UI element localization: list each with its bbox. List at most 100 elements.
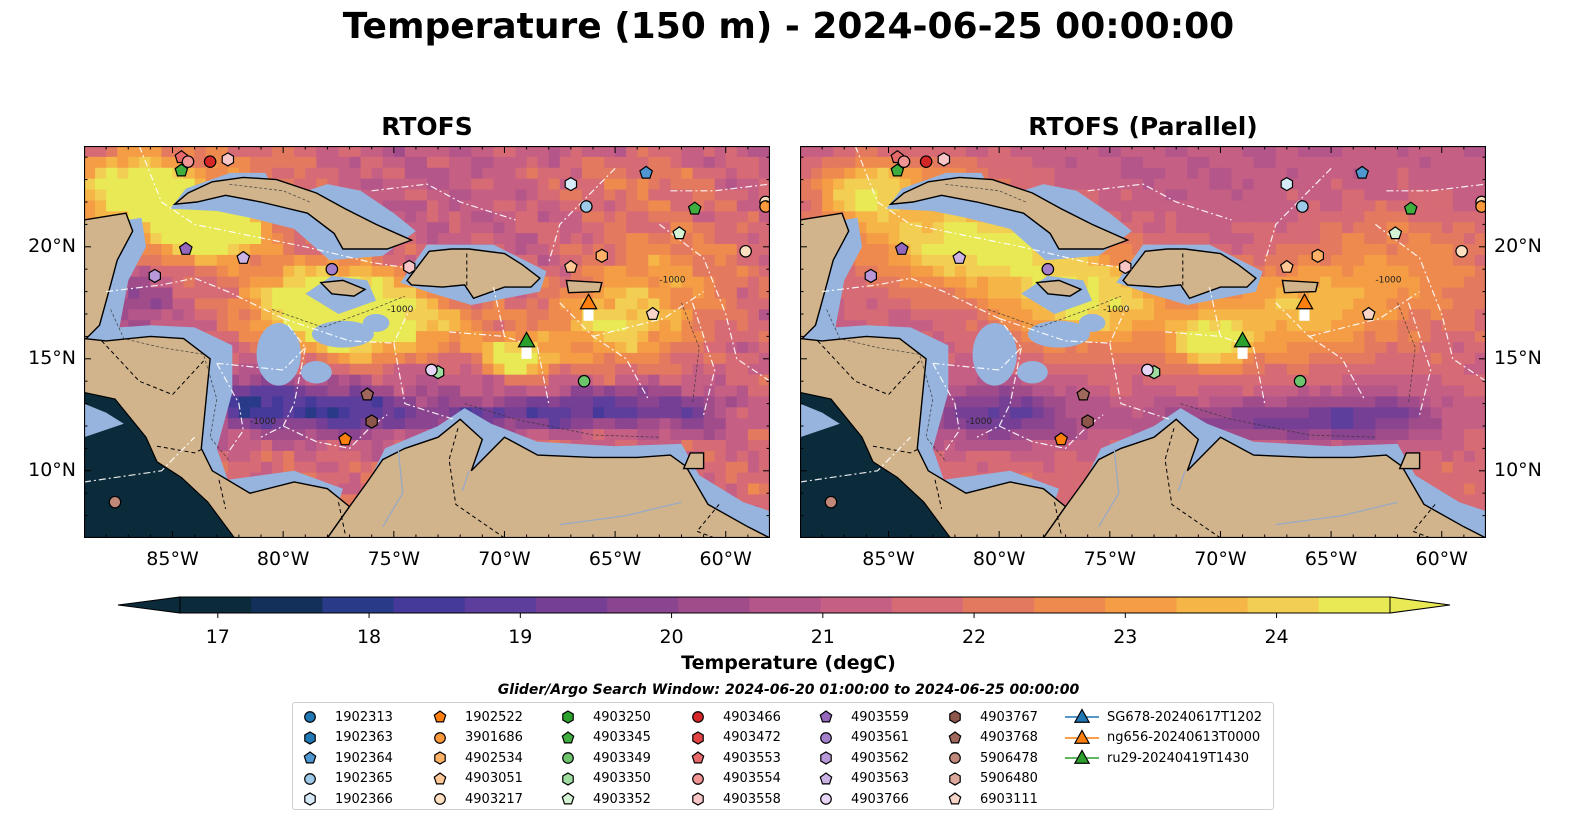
- hexagon-marker-icon: [949, 772, 961, 786]
- legend-item: 4903345: [551, 728, 651, 749]
- isobath-label: -1000: [387, 305, 413, 315]
- float-4903768-marker: [1076, 387, 1091, 401]
- legend-item: 1902366: [293, 789, 393, 810]
- right-lon-label: 80°W: [972, 548, 1026, 570]
- colorbar-tick-label: 18: [356, 626, 382, 648]
- colorbar-tick-label: 19: [508, 626, 533, 648]
- legend-item: 4903559: [809, 707, 909, 728]
- float-5906478-marker: [108, 495, 122, 509]
- country-borders: [817, 253, 1436, 538]
- legend-label: 4903466: [723, 709, 781, 725]
- legend-label: 4903553: [723, 750, 781, 766]
- country-borders: [101, 253, 720, 538]
- hexagon-marker-icon: [692, 792, 704, 806]
- float-4903562-marker: [864, 268, 878, 284]
- legend-label: 4903562: [851, 750, 909, 766]
- eez-boundaries: [84, 146, 770, 483]
- float-4903554-marker: [897, 155, 911, 169]
- legend-item: 4903558: [681, 789, 781, 810]
- hexagon-marker-icon: [562, 772, 574, 786]
- legend-label: 4903561: [851, 730, 909, 746]
- colorbar-extend-min: [117, 596, 181, 614]
- land-jamaica: [319, 279, 367, 297]
- float-1902365-marker: [1296, 200, 1309, 213]
- pentagon-marker-icon: [691, 751, 705, 764]
- eez-boundaries: [800, 146, 1486, 483]
- legend-label: 4903768: [980, 730, 1038, 746]
- isobaths: [826, 183, 1416, 463]
- legend-item: 4903767: [938, 707, 1038, 728]
- legend-item: ng656-20240613T0000: [1065, 728, 1262, 749]
- legend-swatch: [692, 731, 704, 745]
- colorbar-segment: [678, 597, 750, 613]
- colorbar-tick-label: 22: [961, 626, 987, 648]
- circle-marker-icon: [562, 752, 574, 765]
- legend-swatch: [1073, 729, 1091, 744]
- rivers: [1098, 448, 1398, 528]
- legend-column: 1902522 3901686 4902534 4903051 4903217: [423, 707, 523, 810]
- legend-item: 4903562: [809, 748, 909, 769]
- float-4903563-marker: [236, 250, 251, 264]
- legend-swatch: [948, 792, 962, 805]
- legend-swatch: [303, 751, 317, 764]
- legend-swatch: [562, 710, 574, 724]
- circle-marker-icon: [304, 772, 316, 785]
- map-frame: [800, 146, 1486, 538]
- legend: 1902313 1902363 1902364 1902365 1902366 19025…: [292, 702, 1274, 810]
- float-3901686-marker: [1475, 200, 1486, 213]
- colorbar-segment: [962, 597, 1035, 613]
- hexagon-marker-icon: [949, 710, 961, 724]
- legend-item: 4903561: [809, 728, 909, 749]
- land-trinidad: [682, 452, 705, 470]
- colorbar-segment: [891, 597, 964, 613]
- circle-marker-icon: [434, 793, 446, 806]
- float-4903558-marker: [937, 152, 951, 167]
- legend-swatch: [304, 711, 316, 724]
- right-lat-label: 20°N: [1494, 234, 1542, 257]
- colorbar-segment: [464, 597, 537, 613]
- left-lon-label: 70°W: [478, 548, 531, 570]
- legend-swatch: [434, 793, 446, 806]
- legend-item: 4903554: [681, 769, 781, 790]
- legend-swatch: [949, 710, 961, 724]
- float-4903349-marker: [577, 374, 591, 388]
- legend-swatch: [562, 772, 574, 786]
- argo-floats: [824, 149, 1486, 509]
- float-4903561-marker: [325, 262, 339, 276]
- legend-label: 4902534: [465, 750, 523, 766]
- pentagon-marker-icon: [948, 792, 962, 805]
- float-4903562-marker: [148, 268, 162, 284]
- legend-column: 4903767 4903768 5906478 5906480 6903111: [938, 707, 1038, 810]
- land-hispaniola: [406, 248, 541, 300]
- legend-label: 1902522: [465, 709, 523, 725]
- float-1902364-marker: [639, 165, 654, 179]
- legend-swatch: [434, 751, 446, 765]
- legend-item: 1902365: [293, 769, 393, 790]
- legend-item: 1902364: [293, 748, 393, 769]
- pentagon-marker-icon: [561, 731, 575, 744]
- land-trinidad: [1398, 452, 1421, 470]
- legend-label: 4903559: [851, 709, 909, 725]
- pentagon-marker-icon: [819, 772, 833, 785]
- legend-item: ru29-20240419T1430: [1065, 748, 1262, 769]
- colorbar-segment: [251, 597, 323, 613]
- float-4902534-marker: [1311, 248, 1325, 263]
- colorbar-tick-label: 17: [205, 626, 230, 648]
- legend-item: 3901686: [423, 728, 523, 749]
- isobath-labels: -1000 -1000 -1000: [966, 276, 1402, 427]
- legend-item: 4903350: [551, 769, 651, 790]
- circle-marker-icon: [304, 711, 316, 724]
- pentagon-marker-icon: [433, 710, 447, 723]
- legend-label: 4903472: [723, 730, 781, 746]
- land-puertorico: [565, 279, 603, 294]
- isobath-label: -1000: [1375, 276, 1401, 286]
- legend-label: 3901686: [465, 730, 523, 746]
- land-puertorico: [1281, 279, 1319, 294]
- legend-item: 4903217: [423, 789, 523, 810]
- float-1902365-marker: [580, 200, 593, 213]
- float-1902364-marker: [1355, 165, 1370, 179]
- legend-label: 1902313: [335, 709, 393, 725]
- legend-column: 4903559 4903561 4903562 4903563 4903766: [809, 707, 909, 810]
- triangle-marker-icon: [1065, 749, 1099, 765]
- left-lon-label: 75°W: [367, 548, 421, 570]
